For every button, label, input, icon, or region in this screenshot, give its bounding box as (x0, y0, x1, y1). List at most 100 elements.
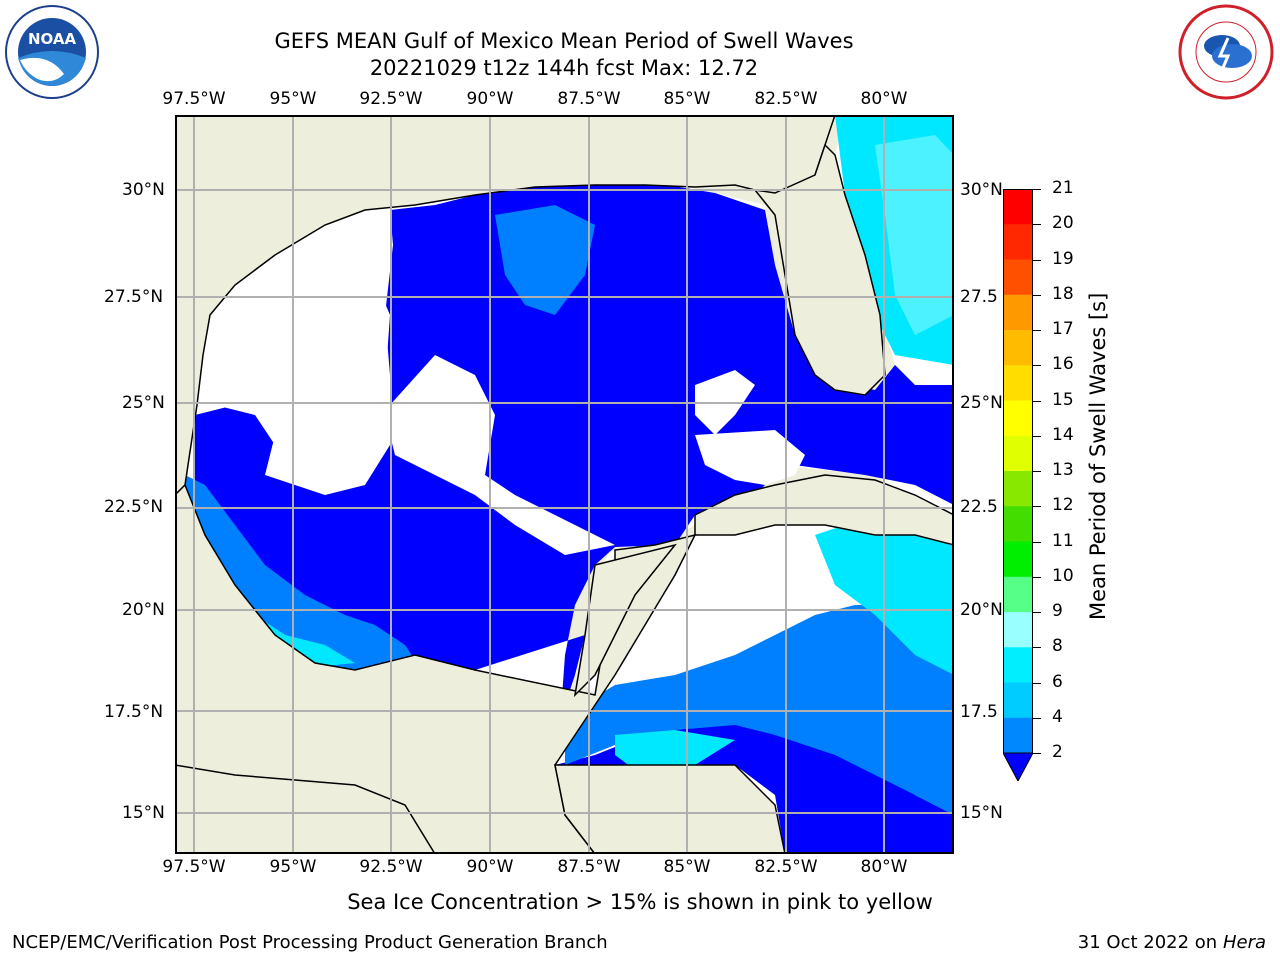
colorbar (1002, 189, 1034, 783)
lon-label: 82.5°W (754, 857, 818, 877)
swell-6s-west-coast (225, 595, 355, 667)
colorbar-border (1003, 189, 1033, 754)
map-border (175, 115, 954, 854)
footer-host: Hera (1222, 932, 1266, 953)
lon-label: 92.5°W (359, 857, 423, 877)
land-florida (753, 143, 886, 396)
colorbar-tick-mark (1033, 400, 1041, 402)
lat-label: 30°N (960, 180, 1003, 200)
colorbar-tick-mark (1033, 294, 1041, 296)
colorbar-swatches (1002, 189, 1034, 783)
lon-label: 82.5°W (754, 89, 818, 109)
colorbar-tick-label: 14 (1052, 424, 1074, 445)
lon-label: 95°W (269, 89, 317, 109)
land-yucatan (573, 543, 677, 698)
lat-label: 30°N (122, 180, 165, 200)
colorbar-tick-mark (1033, 717, 1041, 719)
colorbar-tick-mark (1033, 506, 1041, 508)
colorbar-swatch (1003, 400, 1033, 437)
lat-label: 17.5°N (104, 702, 164, 722)
lon-label: 90°W (466, 857, 514, 877)
lat-label: 15°N (122, 803, 165, 823)
lon-label: 85°W (663, 857, 711, 877)
colorbar-swatch (1003, 471, 1033, 507)
lat-label: 27.5 (960, 287, 998, 307)
map-panel (174, 114, 955, 855)
colorbar-swatch (1003, 576, 1033, 613)
lon-label: 87.5°W (557, 857, 621, 877)
footer-date-text: 31 Oct 2022 on (1077, 932, 1223, 953)
footer-date: 31 Oct 2022 on Hera (1078, 932, 1266, 953)
nws-logo (1178, 4, 1274, 100)
colorbar-tick-mark (1033, 647, 1041, 649)
lat-label: 17.5 (960, 702, 998, 722)
colorbar-tick-label: 20 (1052, 213, 1074, 234)
lon-label: 80°W (860, 857, 908, 877)
colorbar-swatch (1003, 330, 1033, 366)
chart-subtitle: 20221029 t12z 144h fcst Max: 12.72 (369, 56, 759, 80)
sea-ice-note: Sea Ice Concentration > 15% is shown in … (347, 890, 933, 914)
low-swell-area-central (390, 355, 615, 555)
colorbar-swatch (1003, 682, 1033, 719)
swell-2s-region (195, 183, 954, 854)
colorbar-tick-mark (1033, 753, 1041, 754)
lon-label: 97.5°W (162, 89, 226, 109)
chart-title: GEFS MEAN Gulf of Mexico Mean Period of … (274, 29, 854, 53)
colorbar-swatch (1003, 189, 1033, 225)
colorbar-tick-mark (1033, 259, 1041, 261)
lat-label: 27.5°N (104, 287, 164, 307)
swell-4s-west-coast (185, 475, 415, 670)
noaa-logo: NOAA (4, 4, 100, 100)
low-swell-area-west (200, 255, 390, 480)
colorbar-swatch (1003, 224, 1033, 260)
colorbar-swatch (1003, 435, 1033, 472)
colorbar-swatch (1003, 365, 1033, 401)
lat-label: 25°N (960, 393, 1003, 413)
footer-credit: NCEP/EMC/Verification Post Processing Pr… (12, 932, 608, 953)
lat-label: 20°N (122, 600, 165, 620)
lon-label: 90°W (466, 89, 514, 109)
colorbar-swatch (1003, 541, 1033, 578)
colorbar-tick-mark (1033, 224, 1041, 226)
colorbar-tick-label: 15 (1052, 389, 1074, 410)
colorbar-tick-mark (1033, 576, 1041, 578)
colorbar-tick-label: 18 (1052, 283, 1074, 304)
colorbar-tick-mark (1033, 541, 1041, 543)
colorbar-tick-label: 11 (1052, 530, 1074, 551)
colorbar-tick-label: 6 (1052, 671, 1063, 692)
svg-text:NOAA: NOAA (28, 30, 77, 48)
swell-4s-northeast (495, 205, 595, 315)
colorbar-tick-label: 4 (1052, 706, 1063, 727)
colorbar-tick-mark (1033, 471, 1041, 472)
colorbar-extend-arrow (1002, 752, 1034, 783)
colorbar-tick-label: 2 (1052, 742, 1063, 762)
colorbar-tick-label: 10 (1052, 565, 1074, 586)
colorbar-tick-label: 9 (1052, 601, 1063, 621)
colorbar-tick-label: 21 (1052, 178, 1074, 198)
lon-label: 87.5°W (557, 89, 621, 109)
lon-label: 85°W (663, 89, 711, 109)
colorbar-swatch (1003, 259, 1033, 296)
lat-label: 22.5°N (104, 497, 164, 517)
colorbar-tick-mark (1033, 612, 1041, 613)
lon-label: 95°W (269, 857, 317, 877)
lon-label: 97.5°W (162, 857, 226, 877)
colorbar-tick-mark (1033, 330, 1041, 331)
colorbar-swatch (1003, 506, 1033, 542)
lat-label: 25°N (122, 393, 165, 413)
swell-8s-atlantic (875, 135, 954, 335)
colorbar-tick-mark (1033, 682, 1041, 684)
map-canvas (174, 114, 955, 855)
colorbar-tick-label: 16 (1052, 354, 1074, 375)
colorbar-tick-label: 19 (1052, 248, 1074, 269)
colorbar-tick-label: 17 (1052, 319, 1074, 339)
lat-label: 20°N (960, 600, 1003, 620)
low-swell-area-yucatan (695, 430, 805, 485)
colorbar-tick-mark (1033, 365, 1041, 367)
colorbar-swatch (1003, 647, 1033, 683)
colorbar-tick-label: 13 (1052, 460, 1074, 480)
colorbar-tick-label: 12 (1052, 495, 1074, 516)
grid-lines (175, 115, 954, 854)
lat-label: 15°N (960, 803, 1003, 823)
lon-label: 92.5°W (359, 89, 423, 109)
